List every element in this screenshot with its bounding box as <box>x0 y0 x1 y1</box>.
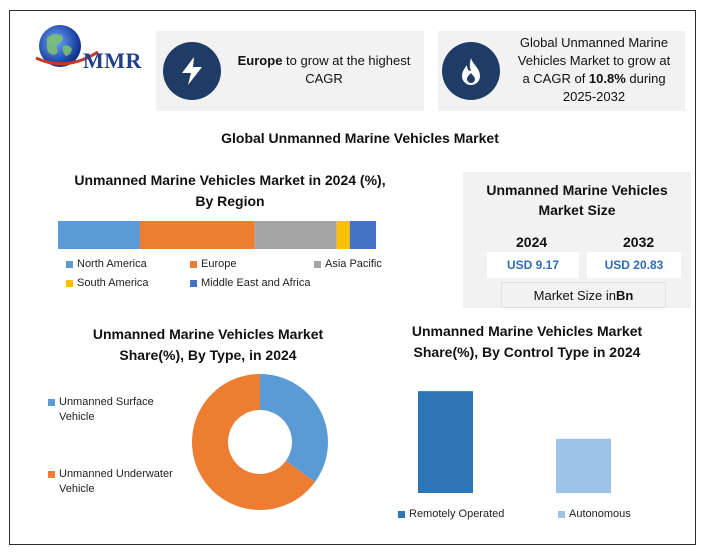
control-title-line1: Unmanned Marine Vehicles Market <box>411 323 643 339</box>
type-title-line2: Share(%), By Type, in 2024 <box>119 347 297 363</box>
legend-asia-pacific: Asia Pacific <box>314 258 382 270</box>
market-size-title-line1: Unmanned Marine Vehicles <box>486 182 668 198</box>
unit-bold: Bn <box>616 287 634 303</box>
legend-europe: Europe <box>190 258 236 270</box>
type-donut-chart <box>191 374 328 510</box>
legend-north-america: North America <box>66 258 147 270</box>
cagr-line2: Vehicles Market to grow at <box>517 53 671 68</box>
control-bar-autonomous <box>556 438 611 493</box>
legend-label-line2: Vehicle <box>59 483 95 495</box>
type-chart-title: Unmanned Marine Vehicles Market Share(%)… <box>50 324 366 366</box>
legend-swatch <box>48 471 55 478</box>
legend-swatch <box>314 260 321 268</box>
region-bar-segment-south-america <box>336 221 350 249</box>
type-title-line1: Unmanned Marine Vehicles Market <box>92 326 324 342</box>
main-title: Global Unmanned Marine Vehicles Market <box>221 130 499 146</box>
legend-label-line1: Unmanned Underwater <box>59 468 173 480</box>
legend-swatch <box>48 399 55 406</box>
legend-autonomous: Autonomous <box>558 508 631 520</box>
region-bar-segment-europe <box>139 221 255 249</box>
legend-swatch <box>190 260 197 268</box>
year-2032: 2032 <box>623 234 655 250</box>
market-size-title: Unmanned Marine Vehicles Market Size <box>463 180 691 220</box>
region-bar-segment-north-america <box>58 221 140 249</box>
cagr-line3-post: during <box>625 71 666 86</box>
value-2024: USD 9.17 <box>487 252 579 278</box>
legend-label-line1: Unmanned Surface <box>59 396 154 408</box>
europe-cagr-card: Europe to grow at the highest CAGR <box>156 31 424 111</box>
legend-swatch <box>66 260 73 268</box>
legend-surface-vehicle: Unmanned Surface Vehicle <box>48 395 154 425</box>
market-size-panel: Unmanned Marine Vehicles Market Size 202… <box>463 172 691 308</box>
legend-label: Europe <box>201 258 237 270</box>
legend-label-line2: Vehicle <box>59 411 95 423</box>
market-size-title-line2: Market Size <box>538 202 616 218</box>
unit-pre: Market Size in <box>533 287 617 303</box>
control-chart-title: Unmanned Marine Vehicles Market Share(%)… <box>386 321 668 363</box>
legend-swatch <box>558 510 565 518</box>
control-bar-chart <box>418 391 611 493</box>
logo-text: MMR <box>83 48 142 73</box>
legend-south-america: South America <box>66 277 149 289</box>
lightning-icon <box>163 42 221 100</box>
legend-swatch <box>190 279 197 287</box>
cagr-value: 10.8% <box>588 71 626 86</box>
legend-label: Remotely Operated <box>409 508 505 520</box>
year-2024: 2024 <box>516 234 548 250</box>
europe-bold: Europe <box>237 53 283 68</box>
region-chart-title: Unmanned Marine Vehicles Market in 2024 … <box>45 170 415 212</box>
cagr-line3-pre: a CAGR of <box>522 71 589 86</box>
legend-label: Unmanned Underwater Vehicle <box>59 467 173 497</box>
legend-mea: Middle East and Africa <box>190 277 310 289</box>
globe-icon <box>35 25 99 67</box>
legend-swatch <box>398 510 405 518</box>
region-title-line2: By Region <box>195 193 265 209</box>
legend-swatch <box>66 279 73 287</box>
legend-label: Autonomous <box>569 508 631 520</box>
region-stacked-bar <box>58 221 376 249</box>
europe-card-text: Europe to grow at the highest CAGR <box>228 52 420 88</box>
region-bar-segment-middle-east-and-africa <box>349 221 376 249</box>
region-title-line1: Unmanned Marine Vehicles Market in 2024 … <box>74 172 386 188</box>
donut-slice-unmanned-underwater-vehicle <box>191 374 316 510</box>
market-size-unit: Market Size in Bn <box>501 282 666 308</box>
europe-line1: to grow at the highest <box>282 53 411 68</box>
cagr-line4: 2025-2032 <box>562 89 626 104</box>
flame-icon <box>442 42 500 100</box>
cagr-card-text: Global Unmanned Marine Vehicles Market t… <box>504 34 684 106</box>
donut-slice-unmanned-surface-vehicle <box>260 374 328 482</box>
legend-label: Asia Pacific <box>325 258 382 270</box>
cagr-line1: Global Unmanned Marine <box>519 35 669 50</box>
legend-label: North America <box>77 258 147 270</box>
region-bar-segment-asia-pacific <box>254 221 337 249</box>
legend-label: Unmanned Surface Vehicle <box>59 395 154 425</box>
control-bar-remotely-operated <box>418 391 473 493</box>
value-2032: USD 20.83 <box>587 252 681 278</box>
legend-label: South America <box>77 277 149 289</box>
legend-remotely-operated: Remotely Operated <box>398 508 504 520</box>
europe-line2: CAGR <box>305 71 343 86</box>
legend-label: Middle East and Africa <box>201 277 311 289</box>
legend-underwater-vehicle: Unmanned Underwater Vehicle <box>48 467 173 497</box>
control-title-line2: Share(%), By Control Type in 2024 <box>413 344 641 360</box>
mmr-logo: MMR <box>33 22 148 92</box>
cagr-card: Global Unmanned Marine Vehicles Market t… <box>438 31 685 111</box>
